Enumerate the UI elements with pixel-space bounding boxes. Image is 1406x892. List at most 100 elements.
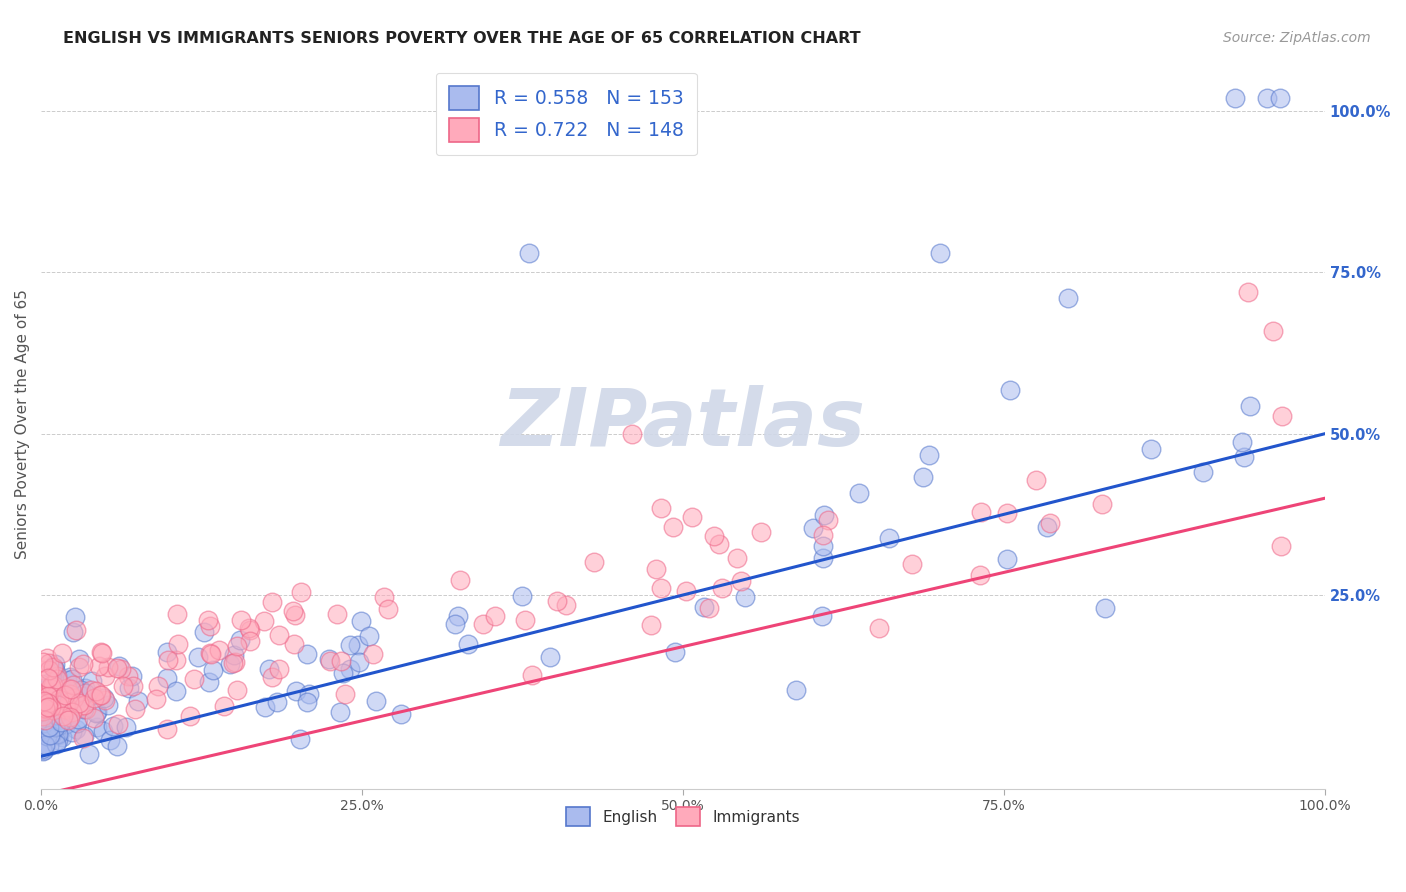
- Point: [31, 725, 53, 739]
- Point: [100, 733, 122, 747]
- Point: [39, 728, 62, 742]
- Point: [222, 656, 245, 670]
- Point: [72, 731, 94, 746]
- Point: [298, 688, 321, 702]
- Point: [156, 672, 179, 686]
- Point: [208, 643, 231, 657]
- Point: [110, 663, 132, 677]
- Point: [1091, 497, 1114, 511]
- Point: [65, 722, 87, 736]
- Point: [848, 485, 870, 500]
- Point: [546, 594, 568, 608]
- Point: [998, 384, 1021, 398]
- Point: [538, 650, 561, 665]
- Point: [65, 623, 87, 637]
- Point: [89, 689, 111, 703]
- Point: [239, 633, 262, 648]
- Point: [73, 729, 96, 743]
- Point: [127, 694, 149, 708]
- Point: [645, 562, 668, 576]
- Point: [63, 690, 86, 705]
- Point: [55, 717, 77, 731]
- Point: [111, 679, 134, 693]
- Point: [995, 552, 1018, 566]
- Point: [75, 685, 97, 699]
- Point: [97, 660, 120, 674]
- Point: [38, 663, 60, 677]
- Point: [105, 661, 128, 675]
- Point: [41, 711, 63, 725]
- Point: [70, 683, 93, 698]
- Point: [229, 632, 252, 647]
- Point: [86, 720, 108, 734]
- Point: [30, 689, 52, 703]
- Point: [1140, 442, 1163, 457]
- Point: [45, 707, 67, 722]
- Point: [39, 700, 62, 714]
- Point: [513, 613, 536, 627]
- Point: [266, 695, 288, 709]
- Point: [200, 648, 222, 662]
- Point: [339, 639, 361, 653]
- Point: [42, 660, 65, 674]
- Point: [37, 671, 59, 685]
- Point: [97, 698, 120, 712]
- Point: [1263, 324, 1285, 338]
- Point: [239, 624, 262, 638]
- Point: [260, 595, 283, 609]
- Point: [34, 715, 56, 730]
- Point: [42, 703, 65, 717]
- Point: [51, 730, 73, 744]
- Point: [333, 687, 356, 701]
- Point: [664, 645, 686, 659]
- Point: [107, 717, 129, 731]
- Point: [38, 685, 60, 699]
- Point: [554, 598, 576, 612]
- Point: [35, 714, 58, 728]
- Point: [42, 661, 65, 675]
- Point: [1236, 285, 1258, 299]
- Point: [157, 653, 180, 667]
- Point: [222, 648, 245, 663]
- Point: [969, 568, 991, 582]
- Point: [350, 614, 373, 628]
- Point: [38, 706, 60, 720]
- Point: [37, 705, 59, 719]
- Point: [225, 640, 247, 654]
- Point: [928, 246, 950, 260]
- Point: [290, 584, 312, 599]
- Point: [37, 700, 59, 714]
- Point: [449, 573, 471, 587]
- Point: [283, 637, 305, 651]
- Point: [329, 705, 352, 719]
- Point: [48, 728, 70, 742]
- Point: [148, 679, 170, 693]
- Point: [37, 729, 59, 743]
- Point: [59, 670, 82, 684]
- Point: [510, 589, 533, 603]
- Point: [62, 678, 84, 692]
- Point: [30, 677, 52, 691]
- Point: [67, 712, 90, 726]
- Text: ENGLISH VS IMMIGRANTS SENIORS POVERTY OVER THE AGE OF 65 CORRELATION CHART: ENGLISH VS IMMIGRANTS SENIORS POVERTY OV…: [63, 31, 860, 46]
- Point: [38, 675, 60, 690]
- Point: [193, 624, 215, 639]
- Point: [813, 508, 835, 523]
- Point: [53, 702, 76, 716]
- Point: [198, 619, 221, 633]
- Point: [262, 670, 284, 684]
- Point: [711, 581, 734, 595]
- Point: [73, 681, 96, 695]
- Point: [1036, 520, 1059, 534]
- Point: [901, 557, 924, 571]
- Point: [63, 610, 86, 624]
- Point: [877, 531, 900, 545]
- Point: [662, 520, 685, 534]
- Point: [30, 700, 52, 714]
- Point: [156, 722, 179, 736]
- Point: [675, 584, 697, 599]
- Point: [318, 652, 340, 666]
- Point: [41, 726, 63, 740]
- Point: [238, 621, 260, 635]
- Point: [46, 727, 69, 741]
